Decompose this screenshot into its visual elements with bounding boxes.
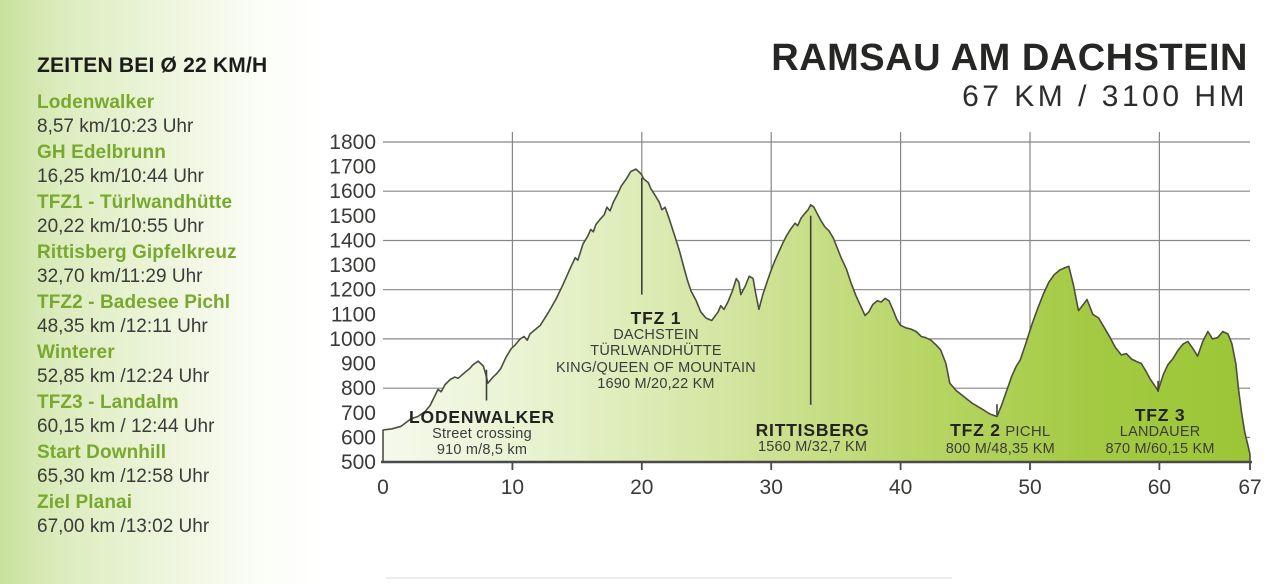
elevation-profile-area xyxy=(382,168,1251,463)
pace-item-value: 20,22 km/10:55 Uhr xyxy=(37,216,204,237)
y-tick-label-700: 700 xyxy=(341,402,376,425)
pace-times-title: ZEITEN BEI Ø 22 KM/H xyxy=(37,54,268,77)
x-tick-label-20: 20 xyxy=(630,476,653,499)
y-tick-label-1500: 1500 xyxy=(329,205,376,228)
pace-item-name: TFZ1 - Türlwandhütte xyxy=(37,192,233,213)
sidebar-gradient-background xyxy=(0,0,320,584)
y-axis-labels: 5006007008009001000110012001300140015001… xyxy=(329,131,376,474)
pace-item-4: TFZ2 - Badesee Pichl 48,35 km /12:11 Uhr xyxy=(37,292,317,339)
pace-item-name: GH Edelbrunn xyxy=(37,142,166,163)
x-tick-label-0: 0 xyxy=(377,476,389,499)
pace-times-panel: ZEITEN BEI Ø 22 KM/H Lodenwalker 8,57 km/… xyxy=(37,54,317,542)
y-tick-label-500: 500 xyxy=(341,451,376,474)
pace-item-8: Ziel Planai 67,00 km /13:02 Uhr xyxy=(37,492,317,539)
pace-item-3: Rittisberg Gipfelkreuz 32,70 km/11:29 Uhr xyxy=(37,242,317,289)
route-header: RAMSAU AM DACHSTEIN 67 KM / 3100 HM xyxy=(771,36,1248,113)
y-tick-label-1800: 1800 xyxy=(329,131,376,154)
x-tick-label-30: 30 xyxy=(760,476,783,499)
pace-item-2: TFZ1 - Türlwandhütte 20,22 km/10:55 Uhr xyxy=(37,192,317,239)
pace-item-value: 60,15 km / 12:44 Uhr xyxy=(37,416,215,437)
x-tick-label-10: 10 xyxy=(501,476,524,499)
y-tick-label-1600: 1600 xyxy=(329,180,376,203)
y-tick-label-1100: 1100 xyxy=(331,303,376,326)
pace-item-6: TFZ3 - Landalm 60,15 km / 12:44 Uhr xyxy=(37,392,317,439)
x-tick-label-40: 40 xyxy=(889,476,912,499)
pace-item-value: 67,00 km /13:02 Uhr xyxy=(37,516,210,537)
pace-item-7: Start Downhill 65,30 km /12:58 Uhr xyxy=(37,442,317,489)
x-axis xyxy=(381,460,1252,470)
y-tick-label-900: 900 xyxy=(341,353,376,376)
pace-item-value: 16,25 km/10:44 Uhr xyxy=(37,166,204,187)
x-tick-label-60: 60 xyxy=(1148,476,1171,499)
y-tick-label-1300: 1300 xyxy=(329,254,376,277)
pace-item-0: Lodenwalker 8,57 km/10:23 Uhr xyxy=(37,92,317,139)
x-axis-labels: 0 10 20 30 40 50 60 67 xyxy=(377,476,1262,499)
waypoint-markers xyxy=(485,177,1159,416)
x-tick-label-50: 50 xyxy=(1018,476,1041,499)
pace-item-value: 52,85 km /12:24 Uhr xyxy=(37,366,210,387)
pace-item-name: Lodenwalker xyxy=(37,92,155,113)
pace-item-1: GH Edelbrunn 16,25 km/10:44 Uhr xyxy=(37,142,317,189)
pace-item-5: Winterer 52,85 km /12:24 Uhr xyxy=(37,342,317,389)
pace-item-name: Winterer xyxy=(37,342,115,363)
x-tick-label-67: 67 xyxy=(1238,476,1261,499)
y-tick-label-1400: 1400 xyxy=(329,230,376,253)
pace-item-value: 8,57 km/10:23 Uhr xyxy=(37,116,194,137)
y-tick-label-1200: 1200 xyxy=(329,279,376,302)
pace-item-value: 32,70 km/11:29 Uhr xyxy=(37,266,203,287)
pace-item-value: 48,35 km /12:11 Uhr xyxy=(37,316,208,337)
bottom-divider xyxy=(386,577,952,579)
pace-item-name: TFZ3 - Landalm xyxy=(37,392,179,413)
y-tick-label-800: 800 xyxy=(341,377,376,400)
pace-item-name: TFZ2 - Badesee Pichl xyxy=(37,292,231,313)
pace-item-name: Rittisberg Gipfelkreuz xyxy=(37,242,237,263)
y-tick-label-1700: 1700 xyxy=(329,156,376,179)
y-tick-label-1000: 1000 xyxy=(329,328,376,351)
y-tick-label-600: 600 xyxy=(341,426,376,449)
route-distance-elevation: 67 KM / 3100 HM xyxy=(962,80,1248,113)
pace-item-name: Ziel Planai xyxy=(37,492,133,513)
pace-item-value: 65,30 km /12:58 Uhr xyxy=(37,466,210,487)
pace-item-name: Start Downhill xyxy=(37,442,167,463)
route-title: RAMSAU AM DACHSTEIN xyxy=(771,37,1248,79)
pace-times-list: Lodenwalker 8,57 km/10:23 Uhr GH Edelbrunn… xyxy=(37,92,317,539)
